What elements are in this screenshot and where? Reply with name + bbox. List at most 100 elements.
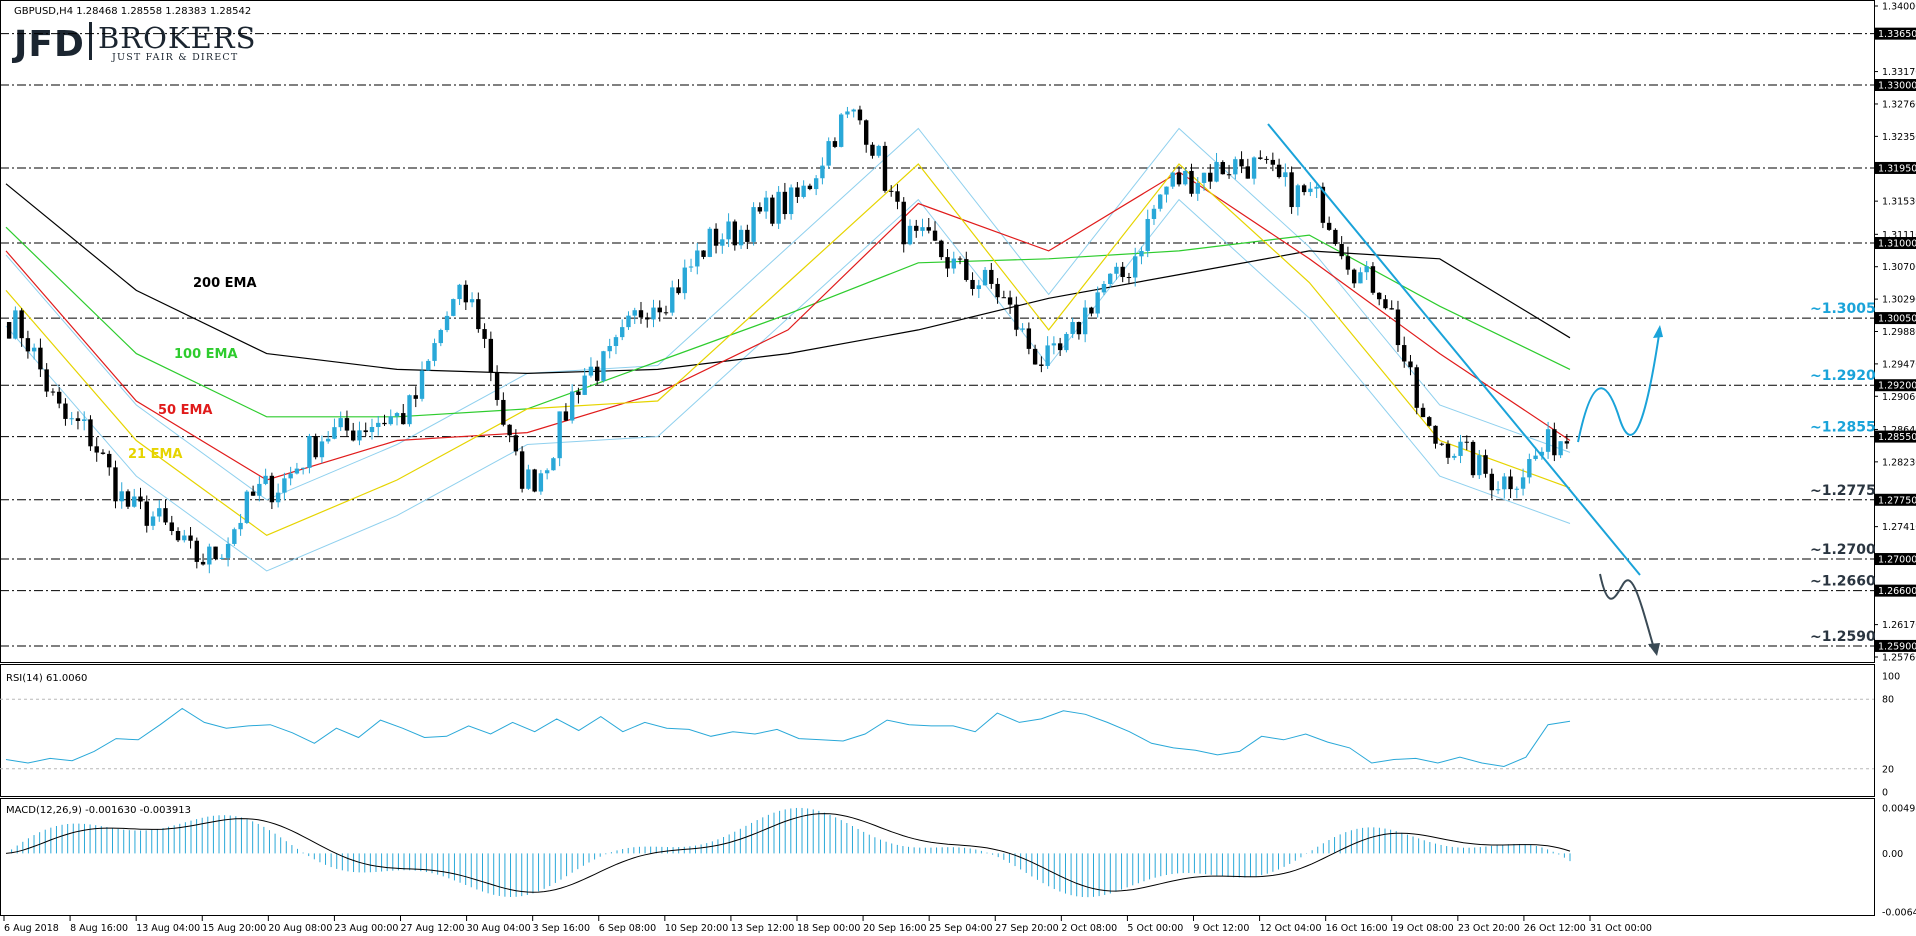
candle-up	[1295, 185, 1301, 208]
candle-up	[695, 250, 700, 267]
candle-down	[595, 366, 600, 381]
bollinger-band-line	[5, 127, 1571, 501]
candle-up	[582, 375, 587, 395]
candle-down	[864, 120, 869, 145]
candle-down	[1433, 425, 1438, 444]
candle-down	[113, 467, 118, 502]
candle-down	[957, 258, 963, 260]
time-tick-label: 27 Aug 12:00	[401, 923, 465, 934]
candle-up	[319, 441, 325, 458]
candle-down	[1245, 166, 1251, 179]
price-tick-label: 1.29470	[1882, 359, 1916, 370]
candle-up	[325, 438, 331, 442]
candle-down	[313, 436, 318, 458]
price-tick-label: 1.32350	[1882, 132, 1916, 143]
candle-up	[1051, 343, 1057, 346]
candle-up	[588, 366, 594, 376]
candle-down	[895, 191, 900, 202]
candle-down	[795, 187, 800, 197]
time-tick-label: 8 Aug 16:00	[70, 923, 128, 934]
candle-down	[144, 501, 149, 526]
candle-up	[338, 418, 343, 428]
candle-up	[207, 546, 212, 565]
candle-down	[125, 491, 131, 507]
ema-line	[5, 171, 1571, 481]
price-level-box-label: 1.29200	[1878, 381, 1916, 392]
time-tick-label: 10 Sep 20:00	[665, 923, 728, 934]
price-level-box	[1875, 379, 1916, 392]
level-label: ~1.2775	[1810, 483, 1876, 499]
candle-up	[1139, 250, 1144, 257]
candle-down	[1333, 229, 1338, 245]
candle-up	[751, 207, 756, 242]
candle-down	[38, 347, 43, 370]
candle-up	[613, 337, 619, 347]
candle-down	[1057, 343, 1063, 351]
candle-up	[82, 419, 87, 421]
ema-labels: 200 EMA 100 EMA 50 EMA 21 EMA	[128, 276, 257, 462]
candle-up	[801, 185, 806, 197]
trendline-group	[1267, 123, 1641, 576]
candle-down	[1439, 443, 1444, 445]
candle-down	[513, 435, 519, 452]
candle-down	[269, 475, 275, 503]
candle-up	[1107, 273, 1113, 284]
time-tick-label: 20 Sep 16:00	[863, 923, 926, 934]
time-tick-label: 6 Sep 08:00	[599, 923, 656, 934]
candle-down	[63, 403, 68, 419]
candle-down	[701, 250, 706, 257]
candle-up	[726, 221, 731, 240]
time-tick-label: 27 Sep 20:00	[995, 923, 1058, 934]
ema-label: 200 EMA	[193, 276, 257, 291]
price-tick-label: 1.29060	[1882, 392, 1916, 403]
candle-up	[1527, 459, 1532, 478]
rsi-tick-label: 100	[1882, 672, 1900, 683]
candle-down	[1351, 269, 1357, 284]
candle-up	[569, 391, 575, 421]
candle-down	[1176, 172, 1182, 185]
candle-up	[1233, 159, 1238, 175]
candle-up	[876, 145, 881, 156]
candle-down	[100, 452, 106, 454]
time-tick-label: 23 Oct 20:00	[1458, 923, 1520, 934]
ema-label: 100 EMA	[174, 347, 238, 362]
candle-up	[1045, 345, 1050, 366]
candle-down	[482, 329, 487, 339]
price-tick-label: 1.32760	[1882, 99, 1916, 110]
candle-up	[119, 491, 124, 502]
macd-panel: 0.004989 0.00 -0.006441	[5, 804, 1916, 919]
candle-down	[1552, 429, 1557, 456]
candle-down	[1007, 297, 1013, 305]
level-label: ~1.2660	[1810, 574, 1876, 590]
candle-up	[951, 258, 956, 269]
candle-down	[1470, 441, 1476, 476]
candle-up	[438, 330, 443, 344]
candle-down	[713, 228, 719, 246]
candle-up	[1477, 455, 1482, 476]
macd-tick-label: -0.006441	[1882, 908, 1916, 919]
candle-up	[257, 483, 262, 496]
rsi-tick-label: 80	[1882, 695, 1894, 706]
candle-up	[1195, 182, 1200, 194]
candle-up	[282, 478, 287, 493]
candle-up	[225, 543, 231, 558]
candle-down	[463, 284, 469, 303]
price-tick-label: 1.31110	[1882, 230, 1916, 241]
candle-down	[175, 531, 181, 541]
candle-down	[250, 491, 256, 496]
candle-down	[932, 230, 938, 241]
candle-down	[1414, 367, 1419, 408]
candle-up	[232, 529, 237, 544]
candle-up	[820, 165, 825, 179]
candle-down	[1301, 185, 1307, 193]
candle-down	[1389, 308, 1394, 310]
candle-up	[376, 422, 381, 428]
candle-down	[1026, 328, 1032, 349]
candle-down	[914, 225, 919, 231]
candle-down	[138, 496, 143, 502]
candle-up	[238, 522, 243, 530]
time-tick-label: 13 Sep 12:00	[731, 923, 794, 934]
candle-up	[1358, 272, 1363, 284]
candle-up	[982, 269, 988, 286]
